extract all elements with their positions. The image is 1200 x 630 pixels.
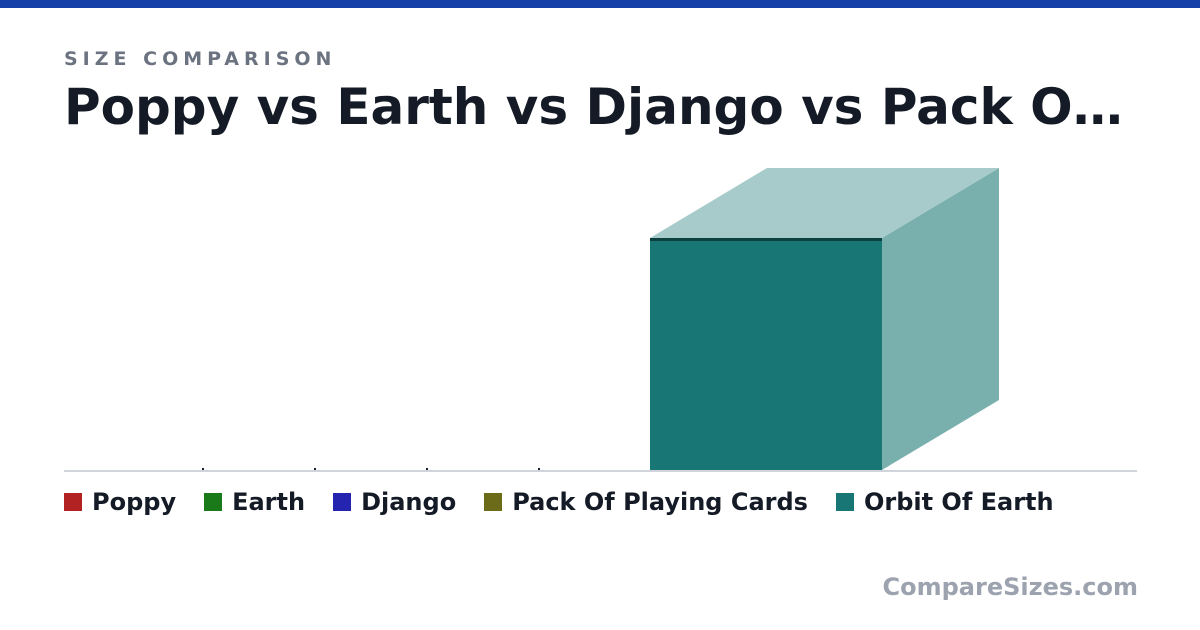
bar-orbit-of-earth [650, 168, 999, 470]
bar-pack-of-playing-cards [538, 468, 540, 470]
legend-swatch [484, 493, 503, 511]
legend-item-poppy: Poppy [64, 488, 176, 516]
top-accent-bar [0, 0, 1200, 8]
legend-swatch [64, 493, 82, 511]
legend-swatch [333, 493, 352, 511]
eyebrow-label: SIZE COMPARISON [64, 48, 337, 70]
legend-swatch [835, 493, 854, 511]
bar-side-face [882, 168, 999, 470]
bar-django [426, 468, 428, 470]
legend-label: Orbit Of Earth [863, 488, 1054, 516]
legend-item-django: Django [333, 488, 456, 516]
legend-label: Earth [232, 488, 306, 516]
brand-watermark: CompareSizes.com [882, 573, 1138, 601]
bar-poppy [202, 468, 204, 470]
bar-top-edge [650, 238, 882, 241]
legend-item-earth: Earth [204, 488, 305, 516]
bar-front-face [650, 238, 882, 470]
bar-top-face [650, 168, 999, 238]
chart-legend: Poppy Earth Django Pack Of Playing Cards Orb… [64, 488, 1144, 516]
size-comparison-chart [64, 168, 1137, 472]
legend-label: Django [361, 488, 457, 516]
legend-swatch [204, 493, 223, 511]
legend-item-pack-of-playing-cards: Pack Of Playing Cards [484, 488, 808, 516]
legend-label: Pack Of Playing Cards [512, 488, 808, 516]
legend-item-orbit-of-earth: Orbit Of Earth [835, 488, 1054, 516]
page-title: Poppy vs Earth vs Django vs Pack Of Play… [64, 78, 1144, 136]
legend-label: Poppy [92, 488, 177, 516]
bar-earth [314, 468, 316, 470]
